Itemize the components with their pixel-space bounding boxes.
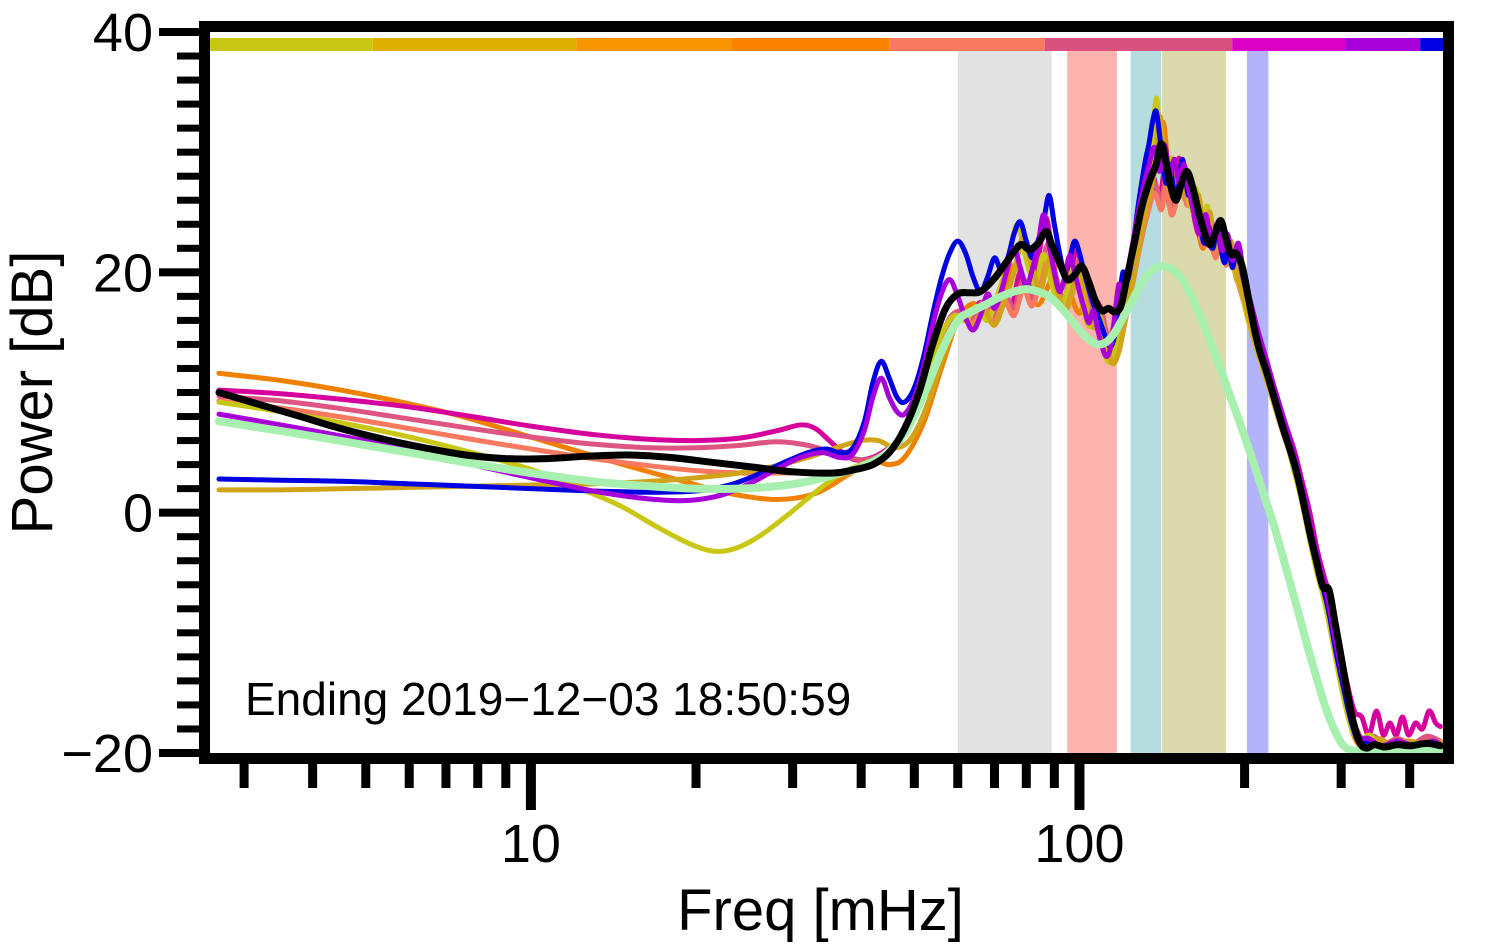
x-tick-minor bbox=[1336, 764, 1346, 788]
x-tick-minor bbox=[361, 764, 371, 788]
x-tick-major bbox=[1074, 764, 1085, 810]
y-tick-label: −20 bbox=[61, 724, 153, 784]
y-tick-minor bbox=[177, 701, 199, 709]
y-tick-minor bbox=[177, 605, 199, 613]
axis-titles: Freq [mHz] Power [dB] bbox=[0, 251, 964, 943]
x-tick-minor bbox=[239, 764, 249, 788]
colorbar-segment-5 bbox=[1044, 38, 1233, 51]
y-axis-ticks: −20 0 20 40 bbox=[61, 3, 199, 784]
x-tick-minor bbox=[1240, 764, 1250, 788]
axis-spine-bottom bbox=[199, 753, 1454, 764]
x-tick-minor bbox=[1405, 764, 1415, 788]
colorbar-segment-8 bbox=[1420, 38, 1443, 51]
cover-left bbox=[0, 0, 210, 952]
y-tick-minor bbox=[177, 148, 199, 156]
y-tick-minor bbox=[177, 196, 199, 204]
y-tick-minor bbox=[177, 389, 199, 396]
y-tick-minor bbox=[177, 581, 199, 589]
x-tick-minor bbox=[909, 764, 919, 788]
axis-frame bbox=[199, 21, 1454, 764]
y-tick-minor bbox=[177, 725, 199, 733]
y-tick-major bbox=[159, 28, 199, 36]
axis-spine-top bbox=[199, 21, 1454, 32]
annotation-group: Ending 2019−12−03 18:50:59 bbox=[245, 673, 851, 725]
y-tick-minor bbox=[177, 340, 199, 348]
x-tick-minor bbox=[989, 764, 999, 788]
y-tick-major bbox=[159, 749, 199, 757]
colorbar-segment-3 bbox=[731, 38, 890, 51]
shaded-bands-group bbox=[957, 50, 1269, 753]
x-tick-label: 10 bbox=[501, 814, 561, 874]
y-tick-minor bbox=[177, 316, 199, 324]
plot-annotation: Ending 2019−12−03 18:50:59 bbox=[245, 673, 851, 725]
band-khaki bbox=[1162, 50, 1227, 753]
axis-spine-left bbox=[199, 32, 210, 764]
x-tick-minor bbox=[691, 764, 701, 788]
x-tick-minor bbox=[473, 764, 483, 788]
x-tick-major bbox=[525, 764, 536, 810]
y-tick-minor bbox=[177, 292, 199, 300]
y-tick-minor bbox=[177, 557, 199, 565]
series-mean-spectrum bbox=[215, 140, 1444, 752]
x-tick-minor bbox=[501, 764, 511, 788]
y-tick-minor bbox=[177, 220, 199, 228]
y-tick-major bbox=[159, 268, 199, 277]
y-tick-minor bbox=[177, 629, 199, 637]
band-grey bbox=[957, 50, 1052, 753]
y-tick-minor bbox=[177, 653, 199, 661]
band-pink bbox=[1067, 50, 1117, 753]
y-tick-minor bbox=[177, 533, 199, 541]
series-group bbox=[214, 95, 1445, 755]
y-tick-minor bbox=[177, 461, 199, 469]
y-tick-minor bbox=[177, 100, 199, 108]
y-axis-title: Power [dB] bbox=[0, 251, 65, 535]
y-tick-minor bbox=[177, 413, 199, 421]
x-tick-minor bbox=[308, 764, 318, 788]
plot-background bbox=[210, 32, 1443, 753]
y-tick-minor bbox=[177, 76, 199, 84]
y-tick-label: 40 bbox=[93, 3, 153, 63]
x-tick-minor bbox=[404, 764, 414, 788]
axis-spine-right bbox=[1443, 21, 1454, 753]
x-tick-minor bbox=[856, 764, 866, 788]
colorbar-segment-6 bbox=[1232, 38, 1346, 51]
y-tick-minor bbox=[177, 485, 199, 493]
y-tick-major bbox=[159, 508, 199, 517]
x-tick-minor bbox=[953, 764, 963, 788]
x-tick-minor bbox=[441, 764, 451, 788]
y-tick-minor bbox=[177, 172, 199, 180]
colorbar-segment-4 bbox=[889, 38, 1045, 51]
y-tick-minor bbox=[177, 364, 199, 372]
y-tick-minor bbox=[177, 52, 199, 60]
colorbar-segment-1 bbox=[372, 38, 577, 51]
x-tick-minor bbox=[1021, 764, 1031, 788]
colorbar-segment-2 bbox=[576, 38, 732, 51]
band-purple bbox=[1246, 50, 1269, 753]
y-tick-minor bbox=[177, 437, 199, 445]
y-tick-minor bbox=[177, 124, 199, 132]
colorbar-segment-7 bbox=[1345, 38, 1421, 51]
y-tick-minor bbox=[177, 244, 199, 252]
x-tick-minor bbox=[788, 764, 798, 788]
x-axis-ticks: 10 100 bbox=[239, 764, 1415, 874]
frequency-colorbar bbox=[210, 38, 1443, 51]
x-axis-title: Freq [mHz] bbox=[677, 878, 964, 943]
colorbar-segment-0 bbox=[210, 38, 373, 51]
y-tick-minor bbox=[177, 677, 199, 685]
y-tick-label: 0 bbox=[123, 484, 153, 544]
x-tick-minor bbox=[1049, 764, 1059, 788]
x-tick-label: 100 bbox=[1034, 814, 1124, 874]
y-tick-label: 20 bbox=[93, 243, 153, 303]
series-sensor-lightgreen bbox=[214, 262, 1445, 755]
